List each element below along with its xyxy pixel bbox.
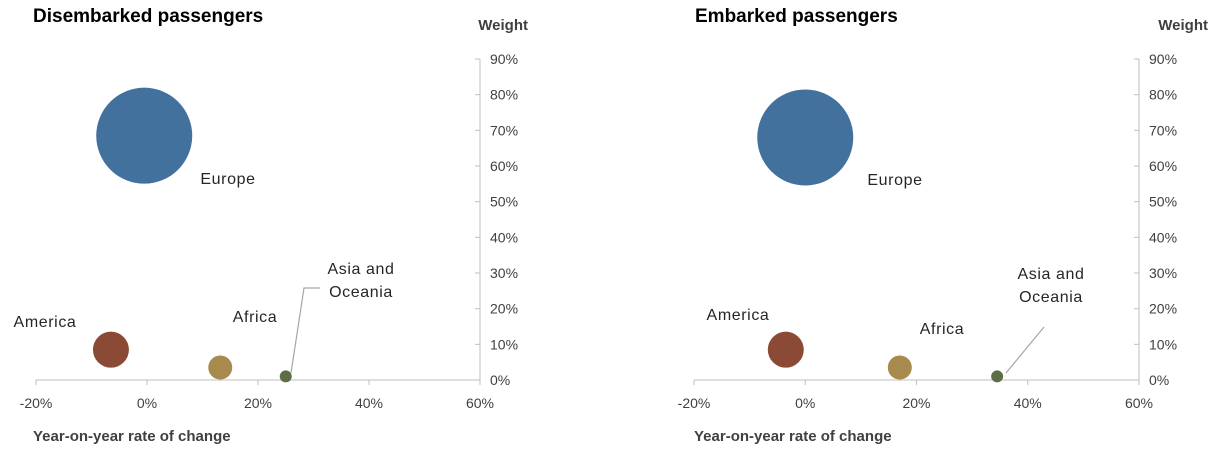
y-tick-label: 20% <box>490 301 518 317</box>
chart-title: Disembarked passengers <box>33 6 264 27</box>
y-axis-label: Weight <box>478 17 528 34</box>
bubble-america <box>92 331 129 368</box>
y-tick-label: 60% <box>490 158 518 174</box>
y-axis-label: Weight <box>1158 17 1208 34</box>
x-tick-label: 60% <box>1125 395 1153 411</box>
y-tick-label: 80% <box>490 87 518 103</box>
y-tick-label: 30% <box>1149 265 1177 281</box>
chart-embarked: -20% 0% 20% 40% 60% 0% 10% 20% 30% 40% 50% 60% 70% 80… <box>608 0 1216 452</box>
bubble-europe <box>757 89 854 186</box>
bubble-label-asia-and-oceania: Asia and <box>1017 266 1084 283</box>
y-tick-label: 10% <box>490 336 518 352</box>
x-tick-label: 60% <box>466 395 494 411</box>
y-tick-label: 40% <box>1149 229 1177 245</box>
x-axis-label: Year-on-year rate of change <box>694 428 892 445</box>
label-leader-line <box>290 287 320 374</box>
x-tick-label: 40% <box>1014 395 1042 411</box>
x-tick-label: -20% <box>20 395 53 411</box>
y-tick-label: 90% <box>1149 51 1177 67</box>
y-tick-label: 60% <box>1149 158 1177 174</box>
bubble-label-africa: Africa <box>233 309 278 326</box>
y-tick-label: 0% <box>1149 372 1169 388</box>
bubble-label-america: America <box>707 307 770 324</box>
x-tick-label: 20% <box>244 395 272 411</box>
y-tick-label: 50% <box>1149 194 1177 210</box>
x-tick-label: 0% <box>795 395 815 411</box>
y-tick-label: 20% <box>1149 301 1177 317</box>
bubble-america <box>767 331 804 368</box>
y-tick-label: 10% <box>1149 336 1177 352</box>
x-tick-label: 0% <box>137 395 157 411</box>
bubble-africa <box>208 355 233 380</box>
bubble-label-asia-and-oceania: Oceania <box>1019 289 1083 306</box>
x-tick-label: -20% <box>678 395 711 411</box>
y-tick-label: 90% <box>490 51 518 67</box>
bubble-label-america: America <box>14 314 77 331</box>
bubble-africa <box>887 355 912 380</box>
bubble-label-africa: Africa <box>920 321 965 338</box>
y-tick-label: 40% <box>490 229 518 245</box>
y-tick-label: 0% <box>490 372 510 388</box>
bubble-label-asia-and-oceania: Asia and <box>327 261 394 278</box>
x-tick-label: 40% <box>355 395 383 411</box>
chart-embarked-plot: -20% 0% 20% 40% 60% 0% 10% 20% 30% 40% 50% 60% 70% 80… <box>678 51 1177 411</box>
bubble-asia-and-oceania <box>991 370 1004 383</box>
y-tick-label: 30% <box>490 265 518 281</box>
y-tick-label: 80% <box>1149 87 1177 103</box>
y-tick-label: 50% <box>490 194 518 210</box>
x-axis-label: Year-on-year rate of change <box>33 428 231 445</box>
bubble-asia-and-oceania <box>279 370 292 383</box>
bubble-label-asia-and-oceania: Oceania <box>329 284 393 301</box>
x-tick-label: 20% <box>902 395 930 411</box>
chart-title: Embarked passengers <box>695 6 898 27</box>
y-tick-label: 70% <box>1149 122 1177 138</box>
bubble-europe <box>96 87 193 184</box>
label-leader-line <box>1005 326 1045 374</box>
bubble-label-europe: Europe <box>200 171 255 188</box>
y-tick-label: 70% <box>490 122 518 138</box>
chart-disembarked: -20% 0% 20% 40% 60% 0% 10% 20% 30% 40% 50% 60% 70% 80… <box>14 6 528 445</box>
bubble-label-europe: Europe <box>867 172 922 189</box>
chart-disembarked-plot: -20% 0% 20% 40% 60% 0% 10% 20% 30% 40% 50% 60% 70% 80… <box>14 51 518 411</box>
